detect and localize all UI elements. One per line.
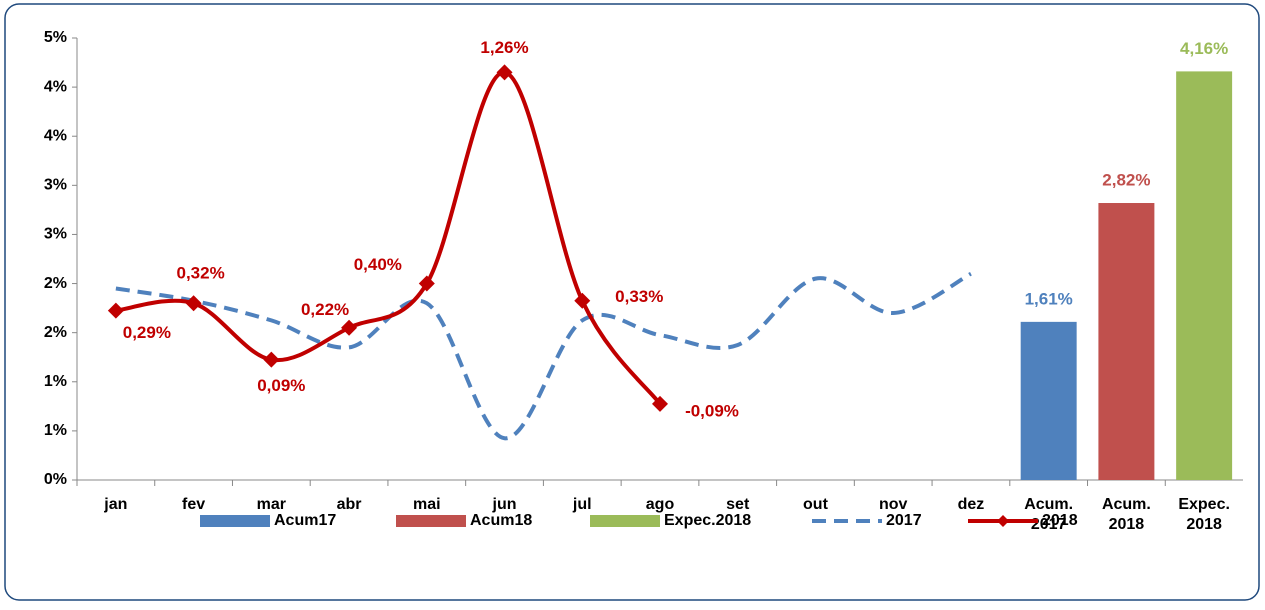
bar <box>1176 71 1233 480</box>
data-label: 0,32% <box>176 264 224 283</box>
x-tick-label: jul <box>572 496 592 513</box>
legend-swatch <box>590 515 660 527</box>
x-tick-label: out <box>803 496 829 513</box>
data-label: 1,61% <box>1025 289 1073 308</box>
x-tick-label: fev <box>182 496 205 513</box>
x-tick-label: mar <box>257 496 286 513</box>
legend-label: 2018 <box>1042 512 1078 529</box>
data-label: 0,29% <box>123 323 171 342</box>
y-tick-label: 3% <box>44 226 67 243</box>
x-tick-label: ago <box>646 496 675 513</box>
y-tick-label: 1% <box>44 373 67 390</box>
data-label: 0,40% <box>354 255 402 274</box>
legend-swatch <box>396 515 466 527</box>
data-label: 1,26% <box>480 38 528 57</box>
frame <box>4 3 1260 601</box>
marker <box>107 302 124 319</box>
legend-label: Expec.2018 <box>664 512 751 529</box>
legend-swatch <box>200 515 270 527</box>
marker <box>496 64 513 81</box>
line <box>115 271 972 441</box>
data-label: 0,33% <box>615 287 663 306</box>
x-tick-label: Expec. 2018 <box>1178 496 1230 533</box>
y-tick-label: 4% <box>44 127 67 144</box>
y-tick-label: 4% <box>44 78 67 95</box>
y-tick-label: 2% <box>44 324 67 341</box>
data-label: 2,82% <box>1102 170 1150 189</box>
marker <box>652 395 668 412</box>
x-tick-label: mai <box>413 496 441 513</box>
y-tick-label: 1% <box>44 422 67 439</box>
legend-label: Acum18 <box>470 512 532 529</box>
data-label: 0,09% <box>257 376 305 395</box>
x-tick-label: jun <box>492 496 517 513</box>
x-tick-label: nov <box>879 496 908 513</box>
legend-marker <box>997 515 1009 527</box>
bar <box>1098 203 1155 480</box>
x-tick-label: dez <box>958 496 985 513</box>
x-tick-label: Acum. 2017 <box>1024 496 1073 533</box>
x-tick-label: Acum. 2018 <box>1102 496 1151 533</box>
x-tick-label: jan <box>103 496 127 513</box>
y-tick-label: 2% <box>44 275 67 292</box>
x-tick-label: abr <box>337 496 362 513</box>
data-label: 0,22% <box>301 300 349 319</box>
bar <box>1020 321 1077 480</box>
marker <box>574 292 591 309</box>
legend-label: Acum17 <box>274 512 336 529</box>
y-tick-label: 3% <box>44 177 67 194</box>
marker <box>341 319 358 336</box>
marker <box>185 295 202 312</box>
marker <box>263 351 280 368</box>
marker <box>418 275 435 292</box>
y-tick-label: 0% <box>44 471 67 488</box>
y-tick-label: 5% <box>44 29 67 46</box>
x-tick-label: set <box>726 496 750 513</box>
data-label: -0,09% <box>685 401 739 420</box>
data-label: 4,16% <box>1180 39 1228 58</box>
legend-label: 2017 <box>886 512 922 529</box>
